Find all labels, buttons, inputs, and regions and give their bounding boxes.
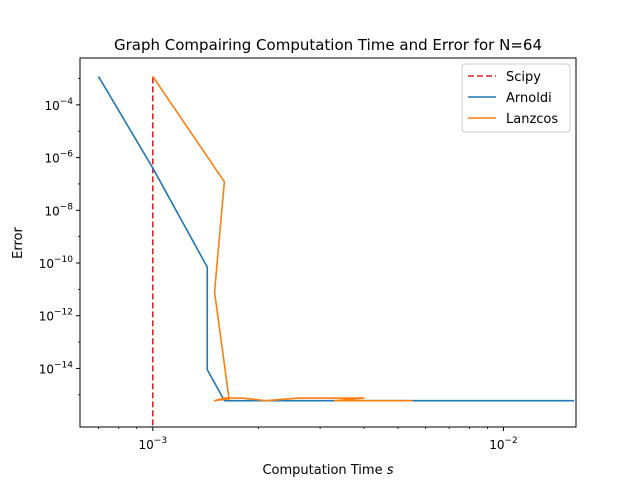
legend-label-arnoldi: Arnoldi [506, 91, 552, 106]
legend-label-lanzcos: Lanzcos [506, 112, 558, 127]
x-axis-label-symbol: s [387, 463, 394, 478]
y-axis-label: Error [11, 227, 26, 259]
legend-label-scipy: Scipy [506, 70, 541, 85]
x-axis-label: Computation Time s [262, 463, 393, 478]
chart-title: Graph Compairing Computation Time and Er… [114, 36, 542, 54]
legend: Scipy Arnoldi Lanzcos [462, 64, 570, 132]
x-axis-label-text: Computation Time [262, 463, 386, 478]
